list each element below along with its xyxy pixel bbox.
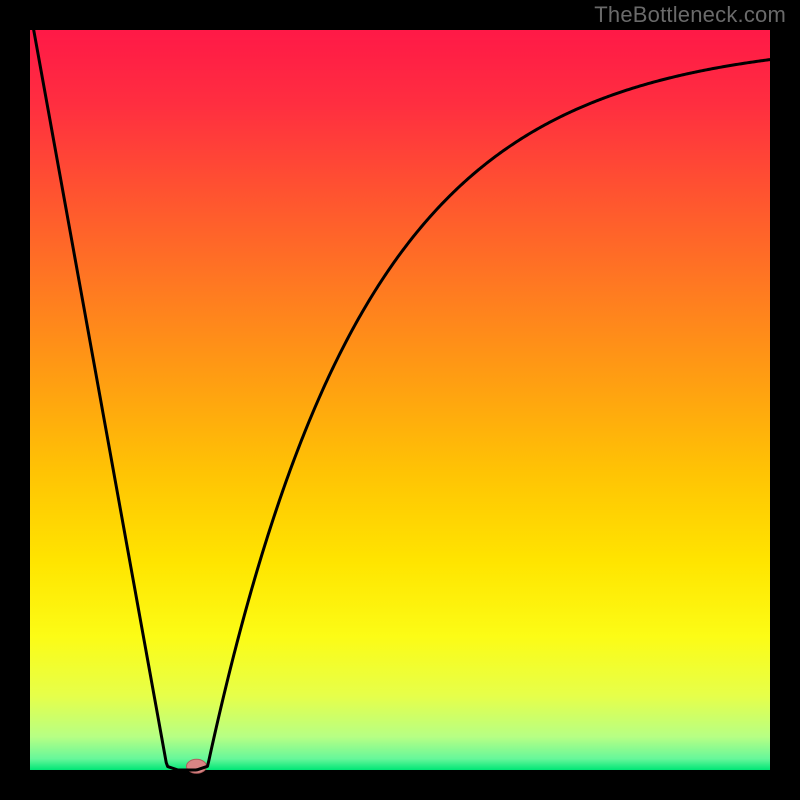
gradient-background — [30, 30, 770, 770]
chart-container: TheBottleneck.com — [0, 0, 800, 800]
bottleneck-curve-chart — [0, 0, 800, 800]
